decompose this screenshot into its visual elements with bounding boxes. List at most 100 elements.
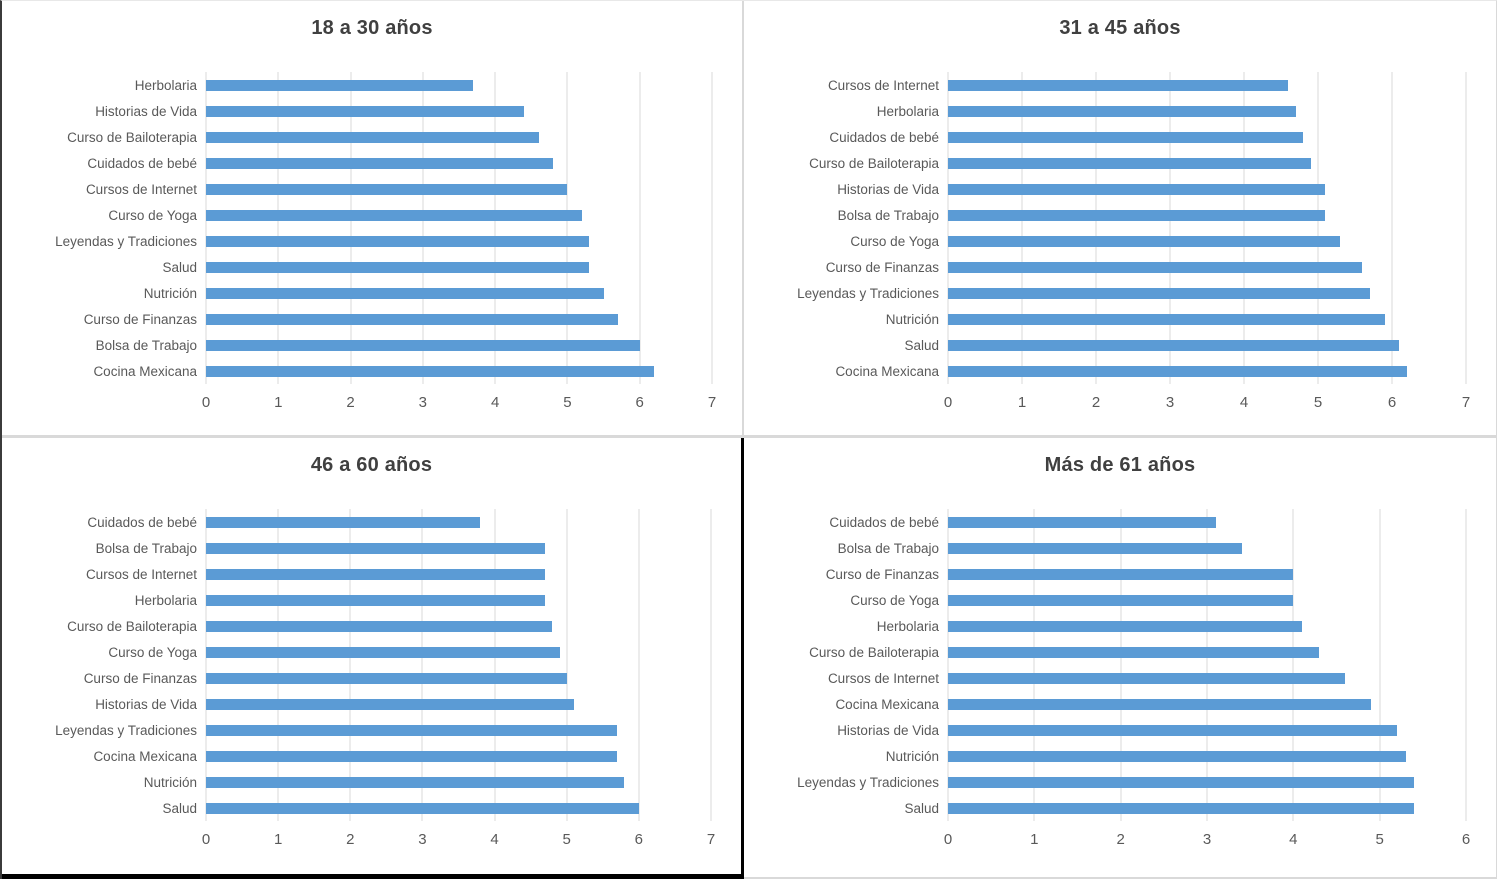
bar[interactable] bbox=[948, 131, 1304, 143]
bar[interactable] bbox=[948, 365, 1407, 377]
bar[interactable] bbox=[948, 313, 1385, 325]
bar[interactable] bbox=[948, 646, 1320, 658]
bar-track bbox=[206, 332, 712, 358]
category-label: Leyendas y Tradiciones bbox=[55, 233, 197, 249]
bar[interactable] bbox=[206, 516, 481, 528]
bar[interactable] bbox=[206, 261, 590, 273]
bar[interactable] bbox=[948, 568, 1294, 580]
axis-tick-label: 5 bbox=[563, 394, 572, 411]
bar[interactable] bbox=[948, 235, 1341, 247]
bar-track bbox=[948, 665, 1466, 691]
bar[interactable] bbox=[206, 313, 619, 325]
bar-track bbox=[948, 254, 1466, 280]
category-label: Cursos de Internet bbox=[85, 566, 197, 582]
bar[interactable] bbox=[206, 183, 568, 195]
chart-row: Leyendas y Tradiciones bbox=[748, 280, 1492, 306]
category-label: Bolsa de Trabajo bbox=[95, 337, 197, 353]
bar[interactable] bbox=[948, 672, 1346, 684]
bar-track bbox=[206, 561, 711, 587]
axis-tick-label: 2 bbox=[1116, 831, 1125, 848]
bar[interactable] bbox=[206, 594, 546, 606]
bar[interactable] bbox=[206, 365, 655, 377]
category-label: Curso de Bailoterapia bbox=[809, 644, 939, 660]
bar[interactable] bbox=[206, 724, 618, 736]
bar-track bbox=[948, 639, 1466, 665]
chart-row: Cuidados de bebé bbox=[6, 509, 737, 535]
bar[interactable] bbox=[206, 672, 567, 684]
chart-row: Curso de Finanzas bbox=[6, 306, 738, 332]
category-label: Nutrición bbox=[143, 285, 197, 301]
bar[interactable] bbox=[206, 131, 539, 143]
chart-row: Salud bbox=[6, 795, 737, 821]
category-label: Curso de Finanzas bbox=[825, 566, 939, 582]
category-label: Historias de Vida bbox=[837, 722, 939, 738]
bar-track bbox=[206, 509, 711, 535]
bar[interactable] bbox=[206, 620, 553, 632]
bar[interactable] bbox=[948, 620, 1302, 632]
bar-track bbox=[206, 150, 712, 176]
bar[interactable] bbox=[948, 339, 1400, 351]
bar[interactable] bbox=[206, 339, 640, 351]
category-label: Bolsa de Trabajo bbox=[837, 540, 939, 556]
bar[interactable] bbox=[948, 776, 1415, 788]
bar[interactable] bbox=[206, 802, 639, 814]
bar[interactable] bbox=[948, 105, 1296, 117]
bar[interactable] bbox=[948, 724, 1397, 736]
bar[interactable] bbox=[948, 287, 1370, 299]
bar[interactable] bbox=[206, 568, 546, 580]
bar[interactable] bbox=[948, 594, 1294, 606]
category-label: Leyendas y Tradiciones bbox=[797, 774, 939, 790]
category-label: Salud bbox=[162, 259, 197, 275]
plot-area: Cuidados de bebé Bolsa de Trabajo Curso de… bbox=[748, 509, 1492, 855]
category-label: Leyendas y Tradiciones bbox=[55, 722, 197, 738]
bar-track bbox=[206, 124, 712, 150]
chart-row: Leyendas y Tradiciones bbox=[6, 717, 737, 743]
chart-row: Cuidados de bebé bbox=[748, 124, 1492, 150]
axis-tick-label: 2 bbox=[1091, 394, 1101, 411]
bar[interactable] bbox=[206, 776, 625, 788]
bar[interactable] bbox=[206, 646, 560, 658]
bar[interactable] bbox=[948, 79, 1289, 91]
category-label: Cursos de Internet bbox=[827, 670, 939, 686]
bar-track bbox=[948, 98, 1466, 124]
chart-panel-31-45[interactable]: 31 a 45 años Cursos de Internet Herbolari… bbox=[744, 1, 1496, 438]
axis-tick-label: 6 bbox=[634, 831, 644, 848]
bar[interactable] bbox=[206, 235, 590, 247]
category-label: Curso de Finanzas bbox=[825, 259, 939, 275]
category-label: Curso de Yoga bbox=[850, 233, 939, 249]
bar[interactable] bbox=[206, 750, 618, 762]
bar[interactable] bbox=[206, 542, 546, 554]
bar[interactable] bbox=[206, 209, 582, 221]
bar[interactable] bbox=[948, 209, 1326, 221]
chart-row: Bolsa de Trabajo bbox=[6, 535, 737, 561]
bar[interactable] bbox=[206, 79, 474, 91]
chart-row: Curso de Yoga bbox=[6, 202, 738, 228]
bar[interactable] bbox=[948, 183, 1326, 195]
bar-track bbox=[948, 124, 1466, 150]
bar[interactable] bbox=[206, 698, 574, 710]
axis-tick-label: 1 bbox=[273, 831, 283, 848]
axis-tick-label: 6 bbox=[1461, 831, 1471, 848]
bar[interactable] bbox=[206, 157, 553, 169]
chart-panel-61-plus[interactable]: Más de 61 años Cuidados de bebé Bolsa de … bbox=[744, 438, 1496, 879]
bar[interactable] bbox=[206, 287, 604, 299]
bar-track bbox=[206, 228, 712, 254]
chart-panel-46-60[interactable]: 46 a 60 años Cuidados de bebé Bolsa de Tr… bbox=[2, 438, 744, 879]
bar[interactable] bbox=[948, 261, 1363, 273]
bar[interactable] bbox=[948, 516, 1216, 528]
bar[interactable] bbox=[948, 698, 1372, 710]
bar[interactable] bbox=[948, 750, 1406, 762]
chart-row: Curso de Bailoterapia bbox=[748, 150, 1492, 176]
chart-row: Cursos de Internet bbox=[6, 176, 738, 202]
chart-row: Cocina Mexicana bbox=[748, 691, 1492, 717]
category-label: Herbolaria bbox=[876, 103, 939, 119]
bar[interactable] bbox=[948, 802, 1415, 814]
bar[interactable] bbox=[948, 542, 1242, 554]
chart-panel-18-30[interactable]: 18 a 30 años Herbolaria Historias de Vida… bbox=[2, 1, 744, 438]
bar-track bbox=[948, 587, 1466, 613]
bar-track bbox=[206, 795, 711, 821]
category-label: Curso de Yoga bbox=[108, 207, 197, 223]
bar[interactable] bbox=[206, 105, 525, 117]
bar-track bbox=[948, 358, 1466, 384]
bar[interactable] bbox=[948, 157, 1311, 169]
